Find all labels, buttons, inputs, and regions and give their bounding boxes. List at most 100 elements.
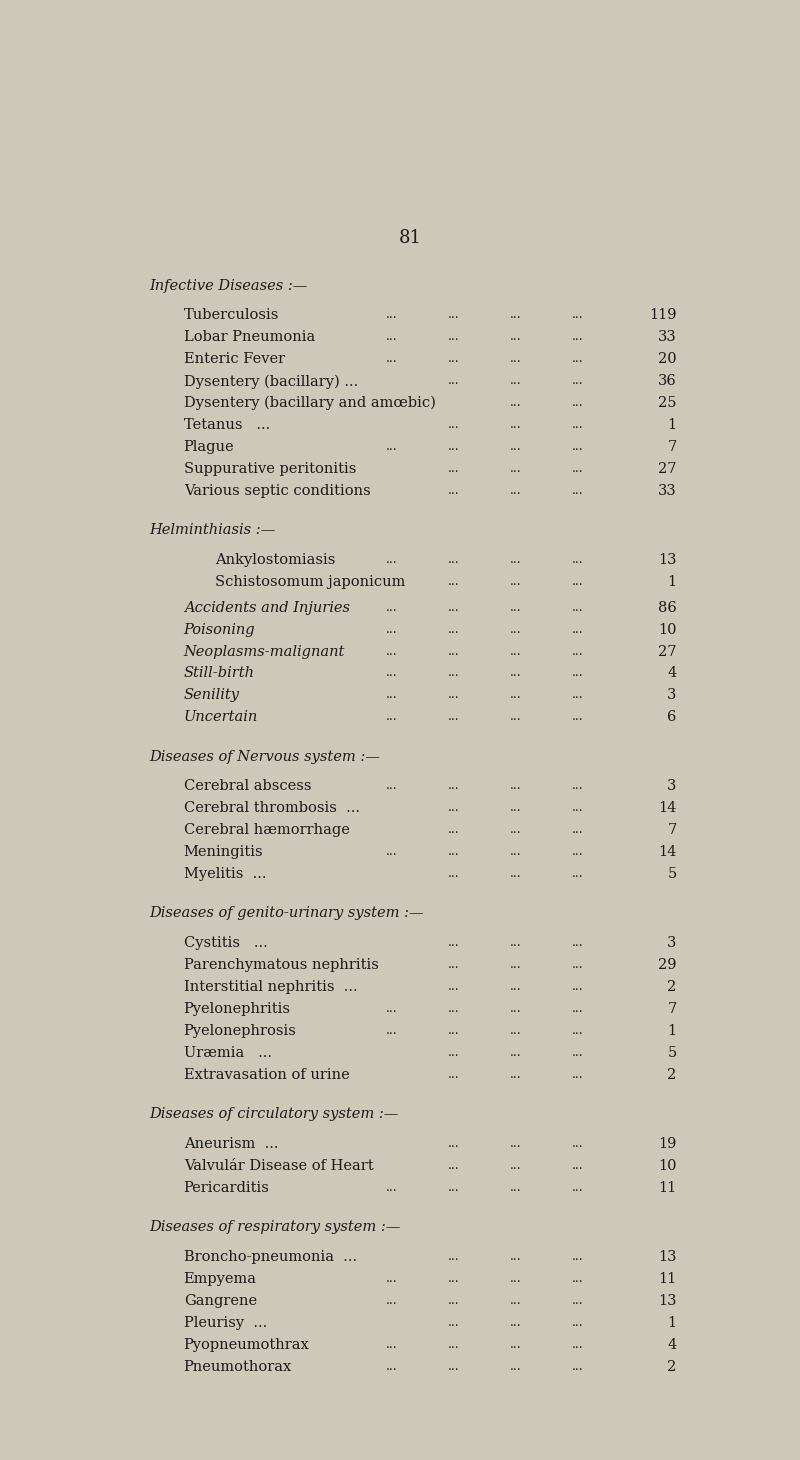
Text: ...: ... <box>447 1294 459 1307</box>
Text: ...: ... <box>447 802 459 815</box>
Text: ...: ... <box>510 396 522 409</box>
Text: ...: ... <box>510 958 522 971</box>
Text: ...: ... <box>447 1045 459 1058</box>
Text: ...: ... <box>447 1067 459 1080</box>
Text: ...: ... <box>386 780 398 793</box>
Text: ...: ... <box>386 845 398 858</box>
Text: Cerebral abscess: Cerebral abscess <box>184 780 311 793</box>
Text: 11: 11 <box>658 1272 677 1286</box>
Text: ...: ... <box>571 1159 583 1172</box>
Text: Accidents and Injuries: Accidents and Injuries <box>184 600 350 615</box>
Text: 1: 1 <box>667 1023 677 1038</box>
Text: ...: ... <box>510 374 522 387</box>
Text: 27: 27 <box>658 461 677 476</box>
Text: Diseases of genito-urinary system :—: Diseases of genito-urinary system :— <box>150 907 424 920</box>
Text: Dysentery (bacillary) ...: Dysentery (bacillary) ... <box>184 374 358 388</box>
Text: ...: ... <box>571 330 583 343</box>
Text: 4: 4 <box>667 1337 677 1352</box>
Text: ...: ... <box>571 1272 583 1285</box>
Text: ...: ... <box>447 1359 459 1372</box>
Text: 2: 2 <box>667 980 677 994</box>
Text: ...: ... <box>510 575 522 588</box>
Text: 2: 2 <box>667 1067 677 1082</box>
Text: ...: ... <box>386 1294 398 1307</box>
Text: Parenchymatous nephritis: Parenchymatous nephritis <box>184 958 378 972</box>
Text: 3: 3 <box>667 689 677 702</box>
Text: Pleurisy  ...: Pleurisy ... <box>184 1315 267 1330</box>
Text: ...: ... <box>386 600 398 613</box>
Text: 7: 7 <box>667 439 677 454</box>
Text: ...: ... <box>447 711 459 723</box>
Text: ...: ... <box>571 575 583 588</box>
Text: ...: ... <box>571 1045 583 1058</box>
Text: Pyelonephrosis: Pyelonephrosis <box>184 1023 297 1038</box>
Text: ...: ... <box>447 374 459 387</box>
Text: ...: ... <box>510 1272 522 1285</box>
Text: ...: ... <box>447 461 459 474</box>
Text: Pneumothorax: Pneumothorax <box>184 1359 292 1374</box>
Text: ...: ... <box>510 308 522 321</box>
Text: ...: ... <box>447 980 459 993</box>
Text: 4: 4 <box>667 666 677 680</box>
Text: 119: 119 <box>649 308 677 323</box>
Text: ...: ... <box>571 936 583 949</box>
Text: 10: 10 <box>658 1159 677 1172</box>
Text: ...: ... <box>571 867 583 880</box>
Text: ...: ... <box>447 1159 459 1172</box>
Text: ...: ... <box>510 1002 522 1015</box>
Text: 36: 36 <box>658 374 677 388</box>
Text: Tuberculosis: Tuberculosis <box>184 308 279 323</box>
Text: ...: ... <box>447 1337 459 1351</box>
Text: 5: 5 <box>667 1045 677 1060</box>
Text: ...: ... <box>510 1250 522 1263</box>
Text: 5: 5 <box>667 867 677 882</box>
Text: Meningitis: Meningitis <box>184 845 263 860</box>
Text: ...: ... <box>386 439 398 453</box>
Text: ...: ... <box>510 461 522 474</box>
Text: ...: ... <box>447 622 459 635</box>
Text: ...: ... <box>510 600 522 613</box>
Text: 13: 13 <box>658 1250 677 1264</box>
Text: ...: ... <box>510 418 522 431</box>
Text: Suppurative peritonitis: Suppurative peritonitis <box>184 461 356 476</box>
Text: ...: ... <box>510 802 522 815</box>
Text: Plague: Plague <box>184 439 234 454</box>
Text: Various septic conditions: Various septic conditions <box>184 483 370 498</box>
Text: Still-birth: Still-birth <box>184 666 254 680</box>
Text: ...: ... <box>571 461 583 474</box>
Text: ...: ... <box>510 823 522 837</box>
Text: ...: ... <box>386 352 398 365</box>
Text: Ankylostomiasis: Ankylostomiasis <box>214 553 335 566</box>
Text: ...: ... <box>447 439 459 453</box>
Text: ...: ... <box>571 1002 583 1015</box>
Text: ...: ... <box>571 553 583 566</box>
Text: Cystitis   ...: Cystitis ... <box>184 936 267 950</box>
Text: ...: ... <box>510 711 522 723</box>
Text: ...: ... <box>571 1359 583 1372</box>
Text: Pyopneumothrax: Pyopneumothrax <box>184 1337 310 1352</box>
Text: ...: ... <box>571 308 583 321</box>
Text: ...: ... <box>571 439 583 453</box>
Text: Valvulár Disease of Heart: Valvulár Disease of Heart <box>184 1159 374 1172</box>
Text: ...: ... <box>510 666 522 679</box>
Text: Poisoning: Poisoning <box>184 622 255 637</box>
Text: ...: ... <box>571 802 583 815</box>
Text: ...: ... <box>571 396 583 409</box>
Text: ...: ... <box>386 666 398 679</box>
Text: ...: ... <box>447 352 459 365</box>
Text: 11: 11 <box>658 1181 677 1194</box>
Text: ...: ... <box>447 1272 459 1285</box>
Text: ...: ... <box>510 936 522 949</box>
Text: ...: ... <box>386 308 398 321</box>
Text: ...: ... <box>447 867 459 880</box>
Text: Tetanus   ...: Tetanus ... <box>184 418 270 432</box>
Text: 3: 3 <box>667 936 677 950</box>
Text: 6: 6 <box>667 711 677 724</box>
Text: ...: ... <box>510 330 522 343</box>
Text: ...: ... <box>571 1023 583 1037</box>
Text: ...: ... <box>510 1359 522 1372</box>
Text: Diseases of respiratory system :—: Diseases of respiratory system :— <box>150 1221 401 1234</box>
Text: ...: ... <box>386 622 398 635</box>
Text: Infective Diseases :—: Infective Diseases :— <box>150 279 308 292</box>
Text: ...: ... <box>571 1250 583 1263</box>
